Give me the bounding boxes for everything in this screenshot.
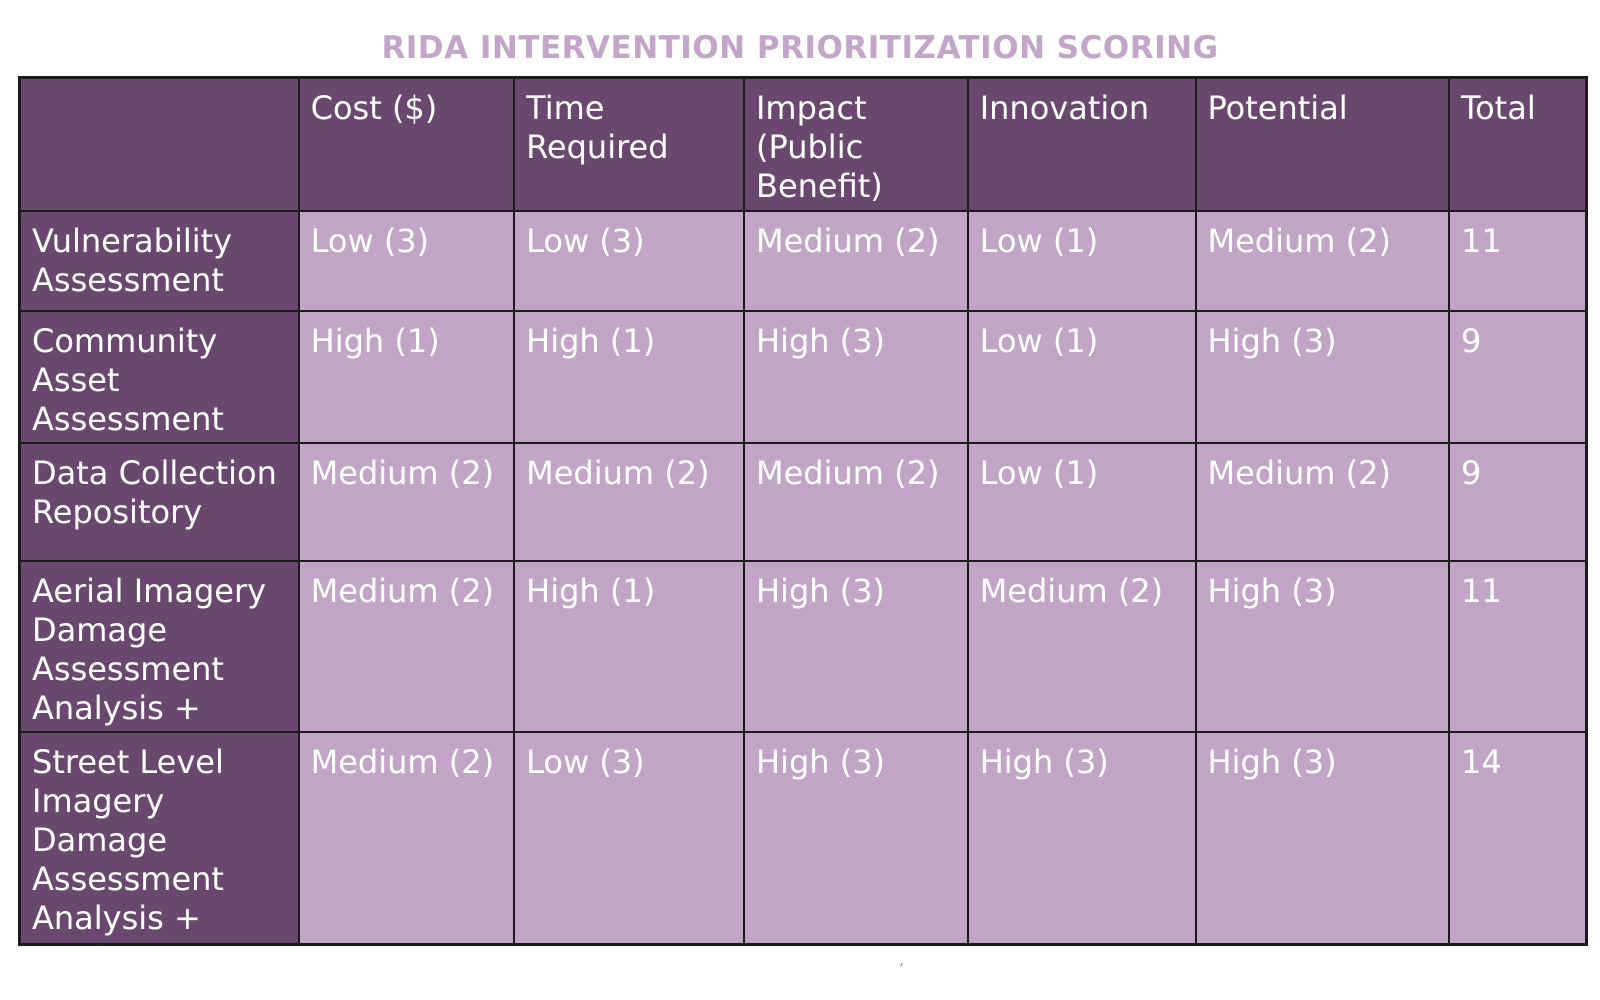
potential-cell: High (3) xyxy=(1194,730,1450,946)
cost-cell: High (1) xyxy=(297,309,516,444)
table-row: Vulnerability Assessment Low (3) Low (3)… xyxy=(18,209,1588,312)
row-label: Aerial Imagery Damage Assessment Analysi… xyxy=(18,559,300,733)
total-cell: 9 xyxy=(1447,309,1588,444)
total-cell: 14 xyxy=(1447,730,1588,946)
cost-cell: Medium (2) xyxy=(297,441,516,562)
time-cell: High (1) xyxy=(513,559,745,733)
row-label: Vulnerability Assessment xyxy=(18,209,300,312)
impact-cell: Medium (2) xyxy=(742,209,969,312)
cost-cell: Low (3) xyxy=(297,209,516,312)
cost-cell: Medium (2) xyxy=(297,730,516,946)
footnote-mark: ′ xyxy=(900,962,904,978)
time-cell: Low (3) xyxy=(513,209,745,312)
innovation-cell: Low (1) xyxy=(966,441,1197,562)
time-cell: High (1) xyxy=(513,309,745,444)
column-header-impact: Impact (Public Benefit) xyxy=(742,76,969,212)
innovation-cell: Medium (2) xyxy=(966,559,1197,733)
table-row: Community Asset Assessment High (1) High… xyxy=(18,309,1588,444)
innovation-cell: High (3) xyxy=(966,730,1197,946)
total-cell: 9 xyxy=(1447,441,1588,562)
innovation-cell: Low (1) xyxy=(966,209,1197,312)
header-row: Cost ($) Time Required Impact (Public Be… xyxy=(18,76,1588,212)
potential-cell: Medium (2) xyxy=(1194,209,1450,312)
column-header-total: Total xyxy=(1447,76,1588,212)
potential-cell: High (3) xyxy=(1194,559,1450,733)
impact-cell: Medium (2) xyxy=(742,441,969,562)
scoring-table: Cost ($) Time Required Impact (Public Be… xyxy=(18,76,1588,946)
corner-header-cell xyxy=(18,76,300,212)
column-header-time-required: Time Required xyxy=(513,76,745,212)
time-cell: Medium (2) xyxy=(513,441,745,562)
cost-cell: Medium (2) xyxy=(297,559,516,733)
column-header-innovation: Innovation xyxy=(966,76,1197,212)
innovation-cell: Low (1) xyxy=(966,309,1197,444)
impact-cell: High (3) xyxy=(742,559,969,733)
row-label: Street Level Imagery Damage Assessment A… xyxy=(18,730,300,946)
potential-cell: Medium (2) xyxy=(1194,441,1450,562)
table-row: Aerial Imagery Damage Assessment Analysi… xyxy=(18,559,1588,733)
column-header-cost: Cost ($) xyxy=(297,76,516,212)
total-cell: 11 xyxy=(1447,209,1588,312)
table-row: Data Collection Repository Medium (2) Me… xyxy=(18,441,1588,562)
impact-cell: High (3) xyxy=(742,309,969,444)
row-label: Data Collection Repository xyxy=(18,441,300,562)
column-header-potential: Potential xyxy=(1194,76,1450,212)
time-cell: Low (3) xyxy=(513,730,745,946)
table-row: Street Level Imagery Damage Assessment A… xyxy=(18,730,1588,946)
impact-cell: High (3) xyxy=(742,730,969,946)
potential-cell: High (3) xyxy=(1194,309,1450,444)
total-cell: 11 xyxy=(1447,559,1588,733)
row-label: Community Asset Assessment xyxy=(18,309,300,444)
page-title: RIDA INTERVENTION PRIORITIZATION SCORING xyxy=(381,30,1219,66)
